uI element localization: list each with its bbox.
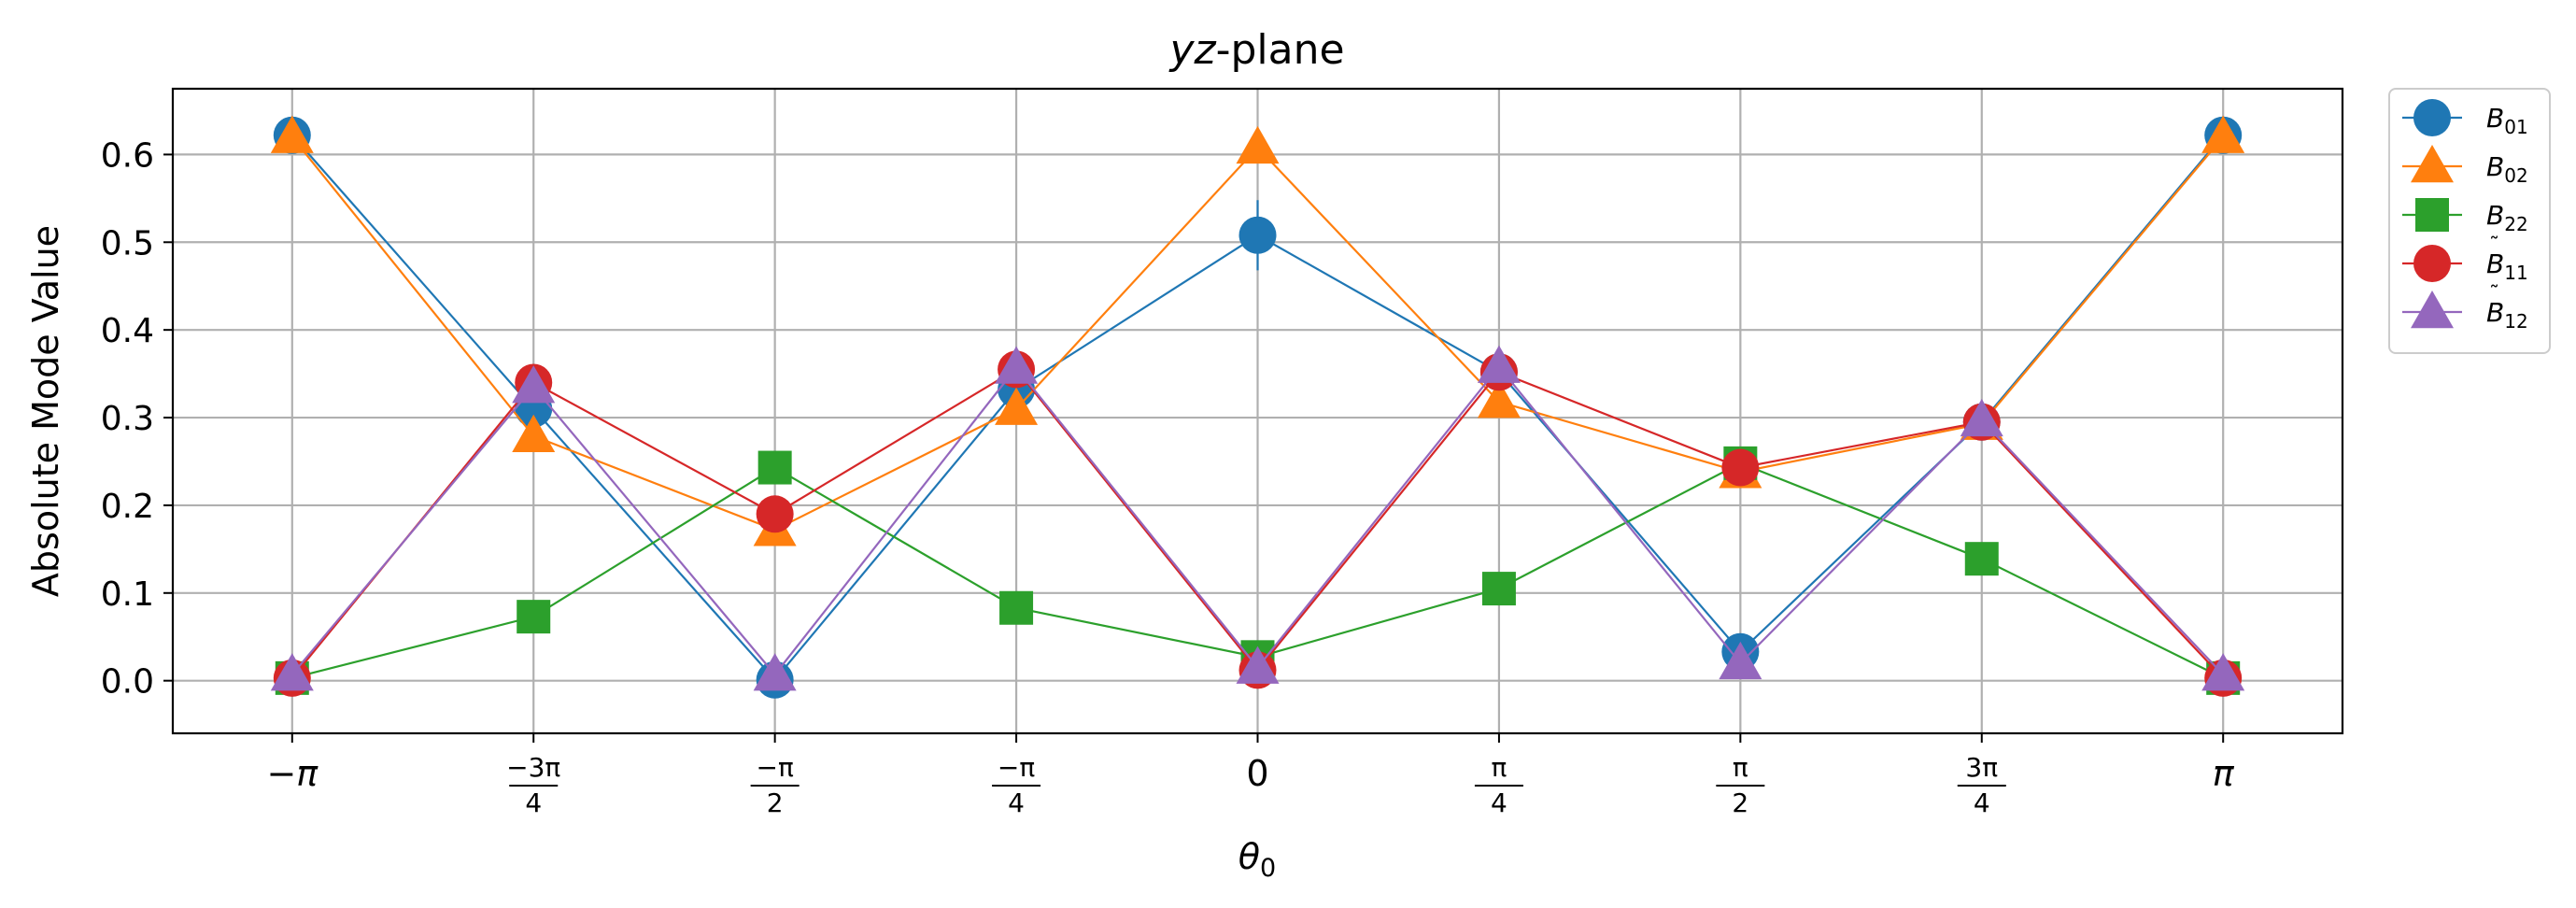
x-axis-label-main: θ — [1238, 836, 1260, 877]
x-tick-label-numerator: 3π — [1965, 752, 1998, 783]
data-point — [756, 495, 794, 533]
legend-item: B02 — [2402, 145, 2528, 187]
y-tick-label: 0.6 — [101, 136, 154, 175]
y-tick-label: 0.5 — [101, 224, 154, 262]
data-point — [270, 115, 314, 153]
x-tick-label-numerator: −3π — [506, 752, 560, 783]
legend-label-tilde: ˜ — [2489, 234, 2499, 258]
data-point — [753, 653, 797, 691]
data-point — [512, 414, 556, 453]
x-tick-label-numerator: −π — [756, 752, 793, 783]
x-tick-label: 0 — [1246, 753, 1268, 794]
data-point — [2201, 115, 2245, 153]
legend-marker — [2413, 99, 2451, 136]
chart-title-italic: yz — [1168, 26, 1216, 74]
data-point — [1960, 398, 2003, 437]
x-tick-label-numerator: −π — [998, 752, 1035, 783]
data-point — [512, 365, 556, 404]
data-point — [1477, 345, 1521, 383]
data-point — [757, 450, 792, 485]
data-point — [2201, 653, 2245, 691]
y-tick-label: 0.1 — [101, 575, 154, 614]
chart-title-rest: -plane — [1216, 26, 1345, 74]
series-layer — [270, 115, 2245, 699]
y-tick-label: 0.3 — [101, 400, 154, 438]
data-point — [270, 653, 314, 691]
data-point — [517, 600, 551, 634]
data-point — [1719, 641, 1762, 680]
legend-marker — [2411, 291, 2454, 329]
x-tick-label-denominator: 2 — [767, 787, 784, 818]
y-axis-label: Absolute Mode Value — [25, 225, 66, 597]
x-tick-label: −π — [266, 753, 318, 794]
x-tick-label-denominator: 4 — [525, 787, 542, 818]
x-tick-label-denominator: 4 — [1008, 787, 1025, 818]
data-point — [1477, 380, 1521, 419]
series-btilde12 — [270, 345, 2245, 691]
chart-title: yz-plane — [1168, 26, 1344, 74]
data-point — [1481, 572, 1516, 606]
y-tick-label: 0.4 — [101, 312, 154, 350]
data-point — [1238, 216, 1277, 254]
legend-label-tilde: ˜ — [2489, 283, 2499, 306]
y-tick-label: 0.2 — [101, 488, 154, 526]
axis-layer: −π −3π 4 −π 2 −π 4 0 π 4 π 2 3π 4 π 0.0 0.1 0.2 0.3 0.4 0.5 0… — [101, 136, 2235, 818]
data-point — [1721, 448, 1760, 487]
data-point — [1964, 542, 1999, 576]
x-tick-label: π — [2213, 753, 2235, 794]
x-tick-label-denominator: 4 — [1491, 787, 1507, 818]
data-point — [995, 346, 1039, 384]
x-tick-label-numerator: π — [1491, 752, 1507, 783]
x-axis-label: θ0 — [1238, 836, 1276, 883]
x-axis-label-sub: 0 — [1260, 854, 1276, 883]
data-point — [995, 387, 1039, 425]
legend-marker — [2415, 198, 2449, 232]
x-tick-label-denominator: 4 — [1974, 787, 1990, 818]
x-tick-label-numerator: π — [1733, 752, 1748, 783]
data-point — [1236, 125, 1280, 164]
legend-marker — [2413, 245, 2451, 282]
x-tick-label-denominator: 2 — [1732, 787, 1748, 818]
data-point — [1236, 646, 1280, 684]
legend-marker — [2411, 145, 2454, 183]
y-tick-label: 0.0 — [101, 663, 154, 702]
data-point — [999, 590, 1034, 625]
